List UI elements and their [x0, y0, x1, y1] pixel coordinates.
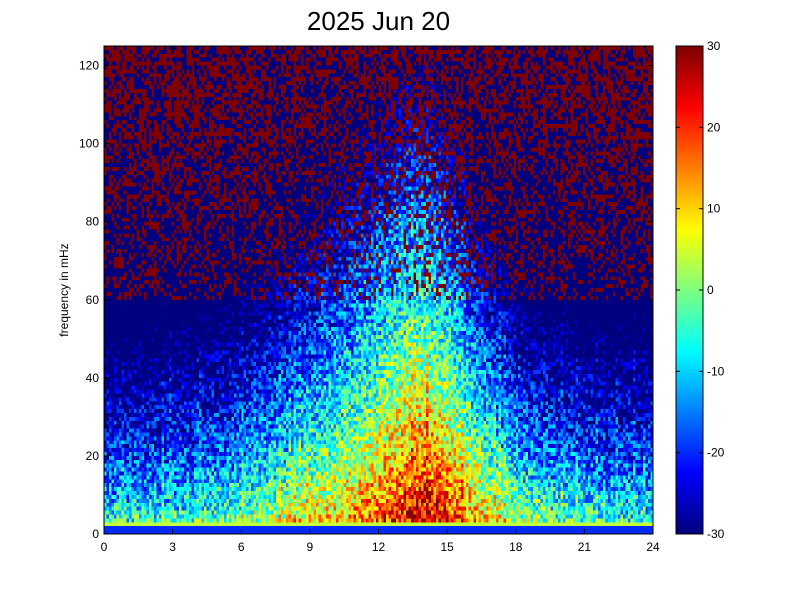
spectrogram-heatmap: [104, 46, 653, 534]
colorbar-tick-label: -30: [707, 527, 725, 541]
x-tick-label: 12: [372, 540, 386, 554]
y-tick-label: 40: [86, 371, 100, 385]
y-tick-label: 0: [92, 527, 99, 541]
x-tick-label: 24: [646, 540, 660, 554]
x-tick-label: 3: [169, 540, 176, 554]
colorbar-tick-label: 20: [707, 120, 721, 134]
colorbar-tick-label: -20: [707, 446, 725, 460]
colorbar-tick-label: -10: [707, 364, 725, 378]
colorbar-tick-label: 10: [707, 202, 721, 216]
chart-title: 2025 Jun 20: [306, 6, 451, 36]
x-tick-label: 9: [307, 540, 314, 554]
colorbar-tick-label: 30: [707, 39, 721, 53]
y-axis: 0 20 40 60 80 100 120: [79, 59, 653, 541]
colorbar-gradient: [676, 46, 703, 534]
x-tick-label: 0: [101, 540, 108, 554]
y-tick-label: 80: [86, 215, 100, 229]
x-tick-label: 6: [238, 540, 245, 554]
x-tick-label: 15: [440, 540, 454, 554]
y-tick-label: 120: [79, 59, 99, 73]
colorbar-tick-label: 0: [707, 283, 714, 297]
x-tick-label: 21: [578, 540, 592, 554]
y-tick-label: 60: [86, 293, 100, 307]
y-tick-label: 100: [79, 137, 99, 151]
y-axis-label: frequency in mHz: [57, 243, 71, 337]
y-tick-label: 20: [86, 449, 100, 463]
x-tick-label: 18: [509, 540, 523, 554]
x-axis: 0 3 6 9 12 15 18 21 24: [101, 46, 660, 554]
colorbar-axis: -30 -20 -10 0 10 20 30: [676, 39, 725, 541]
